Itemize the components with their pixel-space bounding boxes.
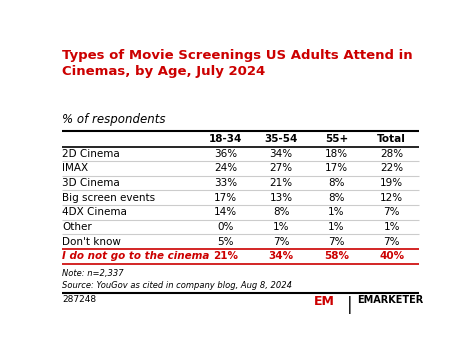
Text: 24%: 24%	[214, 163, 237, 173]
Text: Other: Other	[63, 222, 92, 232]
Text: % of respondents: % of respondents	[63, 114, 166, 127]
Text: 5%: 5%	[218, 237, 234, 247]
Text: 1%: 1%	[273, 222, 289, 232]
Text: I do not go to the cinema: I do not go to the cinema	[63, 251, 210, 261]
Text: 34%: 34%	[269, 149, 293, 159]
Text: 8%: 8%	[328, 193, 345, 203]
Text: 19%: 19%	[380, 178, 403, 188]
Text: 21%: 21%	[213, 251, 238, 261]
Text: EMARKETER: EMARKETER	[357, 295, 423, 305]
Text: 1%: 1%	[384, 222, 400, 232]
Text: 35-54: 35-54	[264, 134, 298, 144]
Text: 8%: 8%	[273, 207, 289, 218]
Text: 1%: 1%	[328, 207, 345, 218]
Text: Don't know: Don't know	[63, 237, 121, 247]
Text: 2D Cinema: 2D Cinema	[63, 149, 120, 159]
Text: 12%: 12%	[380, 193, 403, 203]
Text: 34%: 34%	[268, 251, 294, 261]
Text: 13%: 13%	[269, 193, 293, 203]
Text: 33%: 33%	[214, 178, 237, 188]
Text: 22%: 22%	[380, 163, 403, 173]
Text: 4DX Cinema: 4DX Cinema	[63, 207, 127, 218]
Text: EM: EM	[314, 295, 335, 308]
Text: 14%: 14%	[214, 207, 237, 218]
Text: 55+: 55+	[325, 134, 348, 144]
Text: 7%: 7%	[384, 207, 400, 218]
Text: 0%: 0%	[218, 222, 234, 232]
Text: 7%: 7%	[384, 237, 400, 247]
Text: 28%: 28%	[380, 149, 403, 159]
Text: Types of Movie Screenings US Adults Attend in
Cinemas, by Age, July 2024: Types of Movie Screenings US Adults Atte…	[63, 49, 413, 78]
Text: 21%: 21%	[269, 178, 293, 188]
Text: 1%: 1%	[328, 222, 345, 232]
Text: 8%: 8%	[328, 178, 345, 188]
Text: 7%: 7%	[273, 237, 289, 247]
Text: 36%: 36%	[214, 149, 237, 159]
Text: 7%: 7%	[328, 237, 345, 247]
Text: |: |	[347, 297, 353, 315]
Text: 17%: 17%	[214, 193, 237, 203]
Text: 27%: 27%	[269, 163, 293, 173]
Text: 40%: 40%	[379, 251, 404, 261]
Text: 18%: 18%	[325, 149, 348, 159]
Text: Big screen events: Big screen events	[63, 193, 156, 203]
Text: Note: n=2,337
Source: YouGov as cited in company blog, Aug 8, 2024: Note: n=2,337 Source: YouGov as cited in…	[63, 269, 292, 290]
Text: 287248: 287248	[63, 295, 96, 304]
Text: 18-34: 18-34	[209, 134, 243, 144]
Text: Total: Total	[377, 134, 406, 144]
Text: 17%: 17%	[325, 163, 348, 173]
Text: IMAX: IMAX	[63, 163, 88, 173]
Text: 58%: 58%	[324, 251, 349, 261]
Text: 3D Cinema: 3D Cinema	[63, 178, 120, 188]
